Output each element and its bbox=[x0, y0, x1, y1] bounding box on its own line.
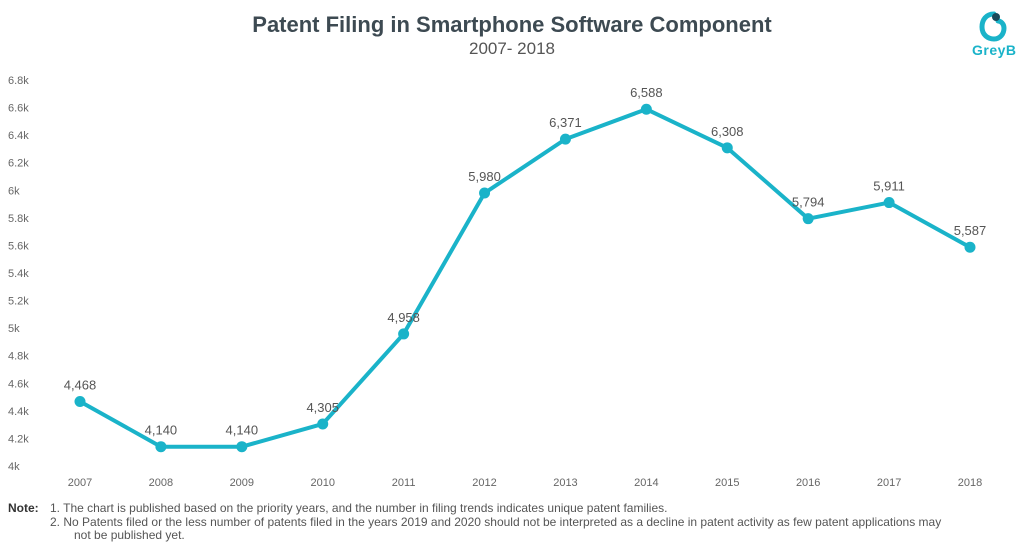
line-chart: 4k 4.2k 4.4k 4.6k 4.8k 5k 5.2k 5.4k 5.6k 5.8k 6k 6.… bbox=[8, 75, 987, 489]
y-tick-label: 6.2k bbox=[8, 158, 29, 170]
x-tick-label: 2009 bbox=[230, 477, 254, 489]
x-tick-label: 2007 bbox=[68, 477, 92, 489]
data-label: 4,140 bbox=[145, 423, 178, 438]
data-point bbox=[398, 328, 410, 340]
data-label: 5,587 bbox=[954, 223, 987, 238]
note-line-3: not be published yet. bbox=[74, 528, 185, 542]
data-labels: 4,468 4,140 4,140 4,305 4,958 5,980 6,371 6,588… bbox=[64, 85, 987, 437]
y-tick-label: 6k bbox=[8, 185, 20, 197]
data-label: 4,305 bbox=[306, 400, 339, 415]
data-point bbox=[155, 441, 167, 453]
y-tick-label: 6.8k bbox=[8, 75, 29, 87]
x-tick-label: 2018 bbox=[958, 477, 982, 489]
y-tick-label: 4.2k bbox=[8, 433, 29, 445]
y-tick-label: 6.4k bbox=[8, 130, 29, 142]
x-tick-label: 2014 bbox=[634, 477, 658, 489]
data-label: 4,140 bbox=[226, 423, 259, 438]
x-tick-label: 2010 bbox=[310, 477, 334, 489]
data-label: 5,911 bbox=[873, 179, 905, 194]
data-point bbox=[236, 441, 248, 453]
data-label: 5,980 bbox=[468, 169, 501, 184]
x-tick-label: 2016 bbox=[796, 477, 820, 489]
data-label: 4,468 bbox=[64, 377, 97, 392]
data-label: 6,308 bbox=[711, 124, 744, 139]
logo-text: GreyB bbox=[972, 42, 1017, 58]
data-points bbox=[74, 103, 976, 453]
data-label: 6,371 bbox=[549, 115, 582, 130]
x-tick-label: 2011 bbox=[392, 477, 416, 489]
data-point bbox=[479, 187, 491, 199]
x-tick-label: 2017 bbox=[877, 477, 901, 489]
note-line-2: 2. No Patents filed or the less number o… bbox=[50, 515, 942, 529]
data-point bbox=[317, 418, 329, 430]
x-tick-label: 2013 bbox=[553, 477, 577, 489]
data-label: 6,588 bbox=[630, 85, 663, 100]
data-point bbox=[883, 197, 895, 209]
y-tick-label: 5.4k bbox=[8, 268, 29, 280]
y-axis: 4k 4.2k 4.4k 4.6k 4.8k 5k 5.2k 5.4k 5.6k 5.8k 6k 6.… bbox=[8, 75, 29, 473]
y-tick-label: 4k bbox=[8, 461, 20, 473]
y-tick-label: 5k bbox=[8, 323, 20, 335]
note-line-1: 1. The chart is published based on the p… bbox=[50, 501, 668, 515]
y-tick-label: 5.2k bbox=[8, 296, 29, 308]
y-tick-label: 5.6k bbox=[8, 240, 29, 252]
y-tick-label: 4.6k bbox=[8, 378, 29, 390]
data-point bbox=[74, 395, 86, 407]
series-line bbox=[79, 107, 971, 449]
x-axis: 2007 2008 2009 2010 2011 2012 2013 2014 2015 2016… bbox=[68, 477, 982, 489]
data-label: 4,958 bbox=[387, 310, 420, 325]
chart-subtitle: 2007- 2018 bbox=[468, 39, 556, 58]
x-tick-label: 2015 bbox=[715, 477, 739, 489]
greyb-logo-icon bbox=[979, 11, 1007, 42]
chart-title: Patent Filing in Smartphone Software Com… bbox=[252, 12, 772, 37]
data-label: 5,794 bbox=[792, 195, 825, 210]
y-tick-label: 5.8k bbox=[8, 213, 29, 225]
y-tick-label: 4.4k bbox=[8, 406, 29, 418]
y-tick-label: 6.6k bbox=[8, 103, 29, 115]
data-point bbox=[559, 133, 571, 145]
y-tick-label: 4.8k bbox=[8, 351, 29, 363]
data-point bbox=[964, 241, 976, 253]
data-point bbox=[802, 213, 814, 225]
data-point bbox=[640, 103, 652, 115]
x-tick-label: 2012 bbox=[472, 477, 496, 489]
data-point bbox=[721, 142, 733, 154]
x-tick-label: 2008 bbox=[149, 477, 173, 489]
note-label: Note: bbox=[8, 501, 39, 515]
